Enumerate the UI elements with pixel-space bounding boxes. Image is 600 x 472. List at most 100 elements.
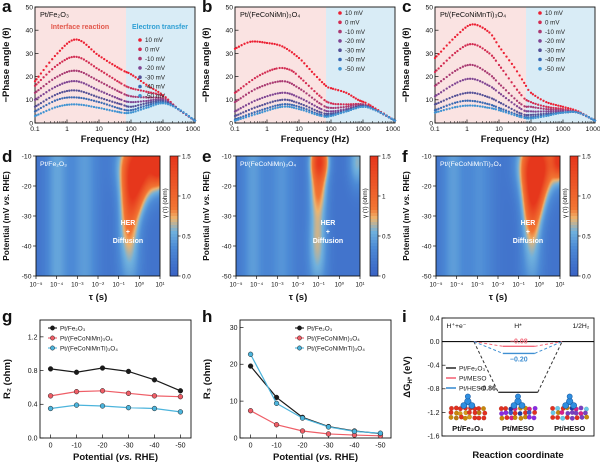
y-tick-label: 20 [225, 74, 233, 81]
panel-letter-f: f [402, 147, 408, 166]
x-tick-label: -30 [123, 443, 133, 450]
legend-label: -10 mV [345, 29, 366, 36]
x-tick-label: 10⁰ [535, 282, 545, 289]
y-tick-label: 40 [225, 28, 233, 35]
legend-label: Pt/(FeCoNiMn)₃O₄ [60, 335, 113, 342]
state-label-right: 1/2H₂ [572, 323, 589, 330]
drt-heatmap-d: 10⁻⁵ 10⁻⁴ 10⁻³ 10⁻² 10⁻¹ 10⁰ 10¹ -10 -20 -30 -40 -5… [1, 153, 191, 303]
x-tick-label: 10⁻¹ [512, 282, 524, 289]
x-tick-label: -20 [297, 443, 307, 450]
x-tick-label: 10⁻⁵ [230, 282, 243, 289]
x-axis-label: Potential (vs. RHE) [273, 452, 358, 463]
y-tick-label: 30 [230, 325, 238, 332]
y-tick-label: 10 [230, 399, 238, 406]
x-tick-label: -40 [149, 443, 159, 450]
data-point [273, 400, 280, 406]
panel-title: Pt/(FeCoNiMn)₃O₄ [240, 10, 300, 19]
x-tick-label: 10⁻³ [71, 282, 83, 289]
panel-i: i 0.4 0.0 -0.4 -0.8 -1.2 -1.6 Reaction coordin… [400, 307, 600, 472]
y-tick-label: -20 [22, 183, 32, 190]
legend-label: Pt/(FeCoNiMnTi)₃O₄ [307, 345, 365, 352]
atomic-structure-0 [448, 393, 488, 421]
panel-letter-c: c [402, 0, 412, 16]
x-tick-label: 1000 [555, 126, 570, 133]
legend-label: -30 mV [345, 47, 366, 54]
x-tick-label: 10⁻⁴ [250, 282, 263, 289]
y-axis-label: −Phase angle (θ) [401, 27, 412, 102]
data-point [377, 430, 384, 436]
annotation-2: Diffusion [513, 238, 543, 245]
legend-label: Pt/Fe₂O₃ [307, 325, 333, 332]
x-tick-label: 10 [95, 126, 103, 133]
x-tick-label: 1000 [355, 126, 370, 133]
series-line [50, 404, 181, 413]
x-tick-label: 10⁻³ [271, 282, 283, 289]
y-axis-label: Potential (mV vs. RHE) [1, 171, 11, 261]
y-tick-label: 20 [425, 74, 433, 81]
data-point [247, 363, 254, 369]
r2-line-chart: 0.0 0.4 0.8 1.2 0 -10 -20 -30 -40 -50 Potential (v… [2, 319, 192, 463]
x-tick-label: -30 [323, 443, 333, 450]
data-point [73, 388, 80, 395]
panel-title: Pt/(FeCoNiMnTi)₃O₄ [440, 161, 502, 168]
x-tick-label: 10 [295, 126, 303, 133]
data-point [247, 351, 254, 357]
series-dots--50mV [33, 102, 197, 122]
data-point [351, 428, 358, 435]
y-tick-label: 1.2 [28, 334, 38, 341]
annotation-0: HER [121, 220, 136, 227]
series-dots-0mV [33, 55, 197, 122]
y-tick-label: -1.2 [427, 410, 439, 417]
y-tick-label: -0.8 [427, 386, 439, 393]
annotation-1: + [526, 229, 530, 236]
x-tick-label: 10⁻⁵ [430, 282, 443, 289]
legend-label: -50 mV [145, 93, 166, 100]
legend-label: -30 mV [145, 74, 166, 81]
panel-letter-d: d [2, 147, 13, 166]
panel-letter-g: g [2, 307, 13, 326]
x-tick-label: 1 [465, 126, 469, 133]
x-tick-label: 10 [495, 126, 503, 133]
data-point [177, 388, 184, 394]
x-tick-label: 10⁻⁵ [30, 282, 43, 289]
y-tick-label: 0 [229, 120, 233, 127]
data-point [247, 408, 254, 414]
data-point [125, 405, 132, 411]
structure-label-1: Pt/MESO [502, 424, 534, 433]
colorbar-label: γ (τ) (ohm) [162, 188, 169, 218]
y-tick-label: -50 [422, 273, 432, 280]
y-tick-label: 0 [429, 120, 433, 127]
legend-label: -20 mV [345, 38, 366, 45]
y-tick-label: -10 [22, 153, 32, 160]
y-axis-label: R₂ (ohm) [2, 359, 13, 399]
panel-d: d 10⁻⁵ 10⁻⁴ 10⁻³ 10⁻² 10⁻¹ 10⁰ 10¹ -10 -20 -30 -40… [0, 147, 200, 310]
y-tick-label: 20 [230, 362, 238, 369]
x-tick-label: -50 [175, 443, 185, 450]
series-line [50, 390, 181, 398]
y-tick-label: 20 [25, 74, 33, 81]
x-tick-label: 0.1 [430, 126, 440, 133]
x-tick-label: -10 [71, 443, 81, 450]
x-tick-label: 1 [65, 126, 69, 133]
data-point [325, 424, 332, 430]
atomic-structure-1 [498, 393, 538, 421]
x-tick-label: 10¹ [555, 282, 564, 289]
y-tick-label: -20 [222, 183, 232, 190]
y-axis-label: −Phase angle (θ) [201, 27, 212, 102]
region-label-electron: Electron transfer [132, 24, 188, 31]
x-axis-label: Frequency (Hz) [81, 134, 150, 145]
series-dots--10mV [433, 63, 597, 122]
colorbar-tick: 0.0 [182, 273, 191, 280]
y-tick-label: -40 [422, 243, 432, 250]
y-tick-label: 0.0 [430, 339, 440, 346]
data-point [47, 405, 54, 412]
x-axis-label: τ (s) [489, 292, 508, 303]
x-tick-label: 10¹ [355, 282, 364, 289]
legend-label: -10 mV [545, 29, 566, 36]
x-tick-label: 0 [49, 443, 53, 450]
